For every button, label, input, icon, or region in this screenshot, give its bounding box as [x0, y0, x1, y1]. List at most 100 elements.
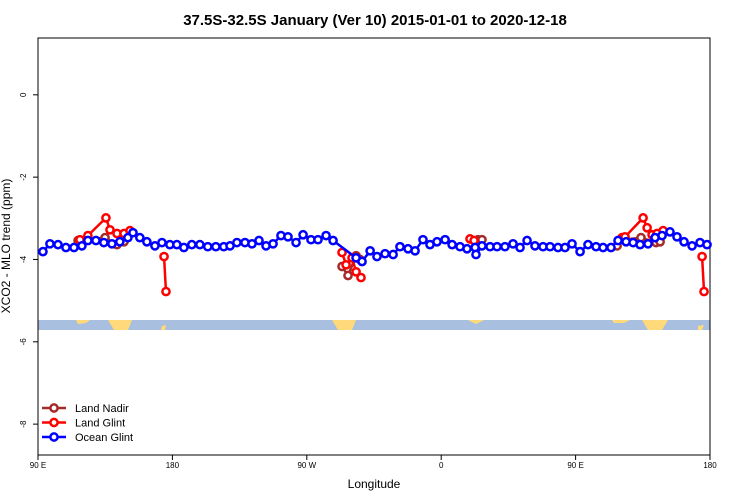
data-point [643, 238, 653, 249]
data-point [161, 286, 171, 297]
data-point [365, 245, 375, 256]
legend-marker [49, 403, 59, 413]
data-point [665, 227, 675, 237]
data-point [672, 231, 682, 242]
data-point [157, 237, 167, 248]
data-point [211, 241, 221, 252]
data-point [697, 251, 707, 262]
data-point [492, 241, 502, 252]
data-point [179, 242, 189, 253]
data-point [418, 234, 428, 245]
data-point [142, 236, 152, 247]
data-point [613, 235, 623, 246]
data-point [159, 251, 169, 262]
data-point [606, 242, 616, 253]
x-tick-label: 90 E [567, 461, 583, 470]
legend-marker [49, 432, 59, 442]
data-point [679, 236, 689, 247]
legend-label: Land Glint [75, 418, 125, 430]
data-point [471, 249, 481, 260]
map-strip [38, 320, 710, 330]
data-point [202, 241, 213, 252]
x-tick-label: 180 [703, 461, 717, 470]
data-point [91, 235, 101, 246]
data-point [321, 230, 331, 241]
data-point [268, 238, 278, 249]
data-point [515, 242, 525, 253]
data-point [508, 238, 518, 249]
data-point [291, 237, 301, 248]
data-point [500, 241, 510, 252]
data-point [635, 239, 645, 250]
data-point [337, 247, 347, 258]
x-axis-label: Longitude [348, 477, 401, 491]
data-point [702, 239, 712, 250]
data-point [195, 239, 205, 250]
legend-marker [49, 417, 59, 428]
data-point [410, 245, 420, 256]
data-point [53, 239, 63, 250]
data-point [298, 229, 308, 240]
data-point [687, 241, 697, 251]
data-point [351, 266, 361, 277]
data-point [395, 241, 405, 252]
data-point [232, 237, 242, 248]
y-tick-label: -8 [19, 420, 28, 428]
legend-label: Ocean Glint [75, 432, 133, 444]
data-point [583, 239, 593, 250]
data-point [447, 239, 457, 250]
x-tick-label: 180 [166, 461, 180, 470]
data-point [477, 241, 487, 251]
data-point [69, 242, 79, 253]
data-point [313, 234, 323, 245]
data-point [357, 256, 367, 267]
x-tick-label: 90 W [297, 461, 316, 470]
data-point [638, 213, 648, 223]
x-tick-label: 0 [439, 461, 444, 470]
data-point [657, 230, 667, 241]
data-point [83, 235, 93, 246]
data-point [341, 259, 351, 270]
y-tick-label: -4 [19, 255, 28, 263]
data-point [598, 242, 608, 253]
data-point [77, 241, 87, 251]
data-point [575, 246, 585, 257]
data-point [567, 238, 577, 249]
data-point [560, 242, 570, 253]
data-point [440, 234, 450, 245]
y-tick-label: -2 [19, 173, 28, 181]
data-point [128, 227, 138, 238]
data-point [522, 235, 532, 246]
data-point [432, 236, 442, 247]
data-point [356, 272, 366, 283]
data-point [545, 241, 555, 252]
data-point [114, 236, 125, 247]
data-point [283, 231, 293, 242]
data-point [254, 235, 264, 246]
data-point [101, 213, 111, 223]
data-point [107, 238, 117, 249]
data-point [343, 270, 353, 281]
data-point [45, 238, 55, 249]
y-axis-label: XCO2 - MLO trend (ppm) [0, 179, 13, 314]
data-point [99, 237, 109, 248]
y-tick-label: -6 [19, 338, 28, 346]
chart-title: 37.5S-32.5S January (Ver 10) 2015-01-01 … [183, 12, 567, 29]
data-point [699, 286, 709, 297]
data-point [642, 222, 652, 233]
data-point [61, 242, 71, 253]
data-point [380, 248, 390, 259]
data-point [105, 224, 115, 235]
data-point [134, 232, 145, 243]
data-point [372, 251, 382, 262]
y-tick-label: 0 [19, 92, 28, 97]
data-point [186, 239, 197, 250]
data-point [38, 246, 48, 257]
data-point [462, 243, 472, 254]
data-point [328, 235, 338, 246]
data-point [530, 241, 540, 251]
data-point [388, 249, 398, 260]
legend-label: Land Nadir [75, 403, 129, 415]
x-tick-label: 90 E [30, 461, 46, 470]
